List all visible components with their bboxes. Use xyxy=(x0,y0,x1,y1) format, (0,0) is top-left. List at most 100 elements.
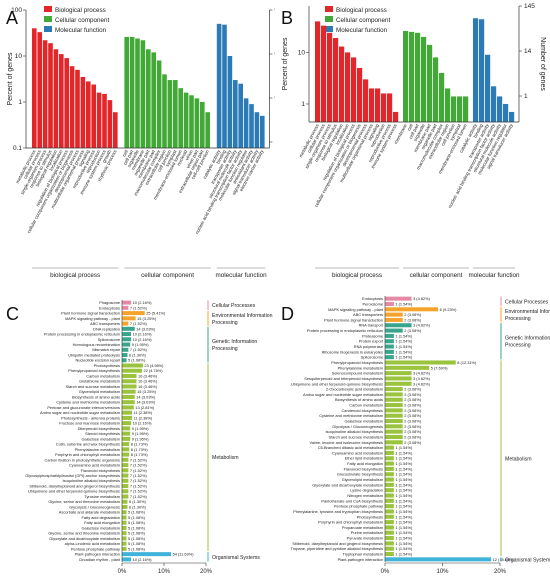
value-label: 7 (1.52%) xyxy=(130,457,148,462)
pathway-label: Ubiquinone and other terpenoid-quinone b… xyxy=(28,489,120,494)
bar-mf xyxy=(254,112,260,148)
value-label: 1 (1.54%) xyxy=(395,466,413,471)
value-label: 7 (1.52%) xyxy=(130,347,148,352)
pathway-label: Homologous recombination xyxy=(73,342,120,347)
value-label: 1 (1.54%) xyxy=(395,530,413,535)
pathway-label: Glyoxylate and dicarboxylate metabolism xyxy=(312,482,383,487)
pathway-label: Proteasome xyxy=(362,333,383,338)
pathway-label: Carbon fixation in photosynthetic organi… xyxy=(45,457,121,462)
kegg-bar xyxy=(385,440,403,445)
pathway-label: Spliceosome xyxy=(361,355,383,360)
bar-cc xyxy=(403,31,409,122)
pathway-label: Cyanoamino acid metabolism xyxy=(69,463,120,468)
bar-cc xyxy=(124,36,129,148)
pathway-label: Spliceosome xyxy=(98,337,120,342)
bar-cc xyxy=(445,88,451,122)
bar-cc xyxy=(162,74,167,148)
value-label: 15 (3.25%) xyxy=(137,316,157,321)
kegg-bar xyxy=(385,461,394,466)
kegg-bar xyxy=(122,342,131,347)
value-label: 9 (1.95%) xyxy=(132,431,150,436)
bar-cc xyxy=(427,44,433,122)
kegg-bar xyxy=(385,301,394,307)
pathway-label: Porphyrin and chlorophyll metabolism xyxy=(55,452,120,457)
category-label: Cellular Processes xyxy=(505,299,549,305)
pathway-label: Fructose and mannose metabolism xyxy=(59,421,120,426)
pathway-label: Nucleotide excision repair xyxy=(75,358,120,363)
value-label: 2 (3.08%) xyxy=(404,429,422,434)
category-label: cell xyxy=(406,123,414,131)
group-label: cellular component xyxy=(410,272,463,279)
value-label: 7 (1.52%) xyxy=(130,483,148,488)
bar-mf xyxy=(216,23,222,148)
go-chart-b: Biological process Cellular component Mole… xyxy=(282,3,546,279)
panel-b: Biological process Cellular component Mole… xyxy=(275,0,550,290)
value-label: 7 (1.52%) xyxy=(130,478,148,483)
value-label: 1 (1.54%) xyxy=(395,349,413,354)
pathway-label: Galactose metabolism xyxy=(345,419,384,424)
kegg-bar xyxy=(122,473,129,478)
bar-mf xyxy=(503,103,509,122)
kegg-bar xyxy=(122,415,132,420)
pathway-label: Biosynthesis of amino acids xyxy=(335,397,383,402)
value-label: 1 (1.54%) xyxy=(395,546,413,551)
kegg-bar xyxy=(122,400,135,405)
pathway-label: Endocytosis xyxy=(99,305,120,310)
value-label: 1 (1.54%) xyxy=(395,461,413,466)
pathway-label: Isoquinoline alkaloid biosynthesis xyxy=(325,429,383,434)
bar-bp xyxy=(321,25,327,123)
kegg-bar xyxy=(385,365,430,370)
bar-mf xyxy=(238,83,243,148)
kegg-bar xyxy=(385,355,394,360)
category-label: cell xyxy=(121,149,129,157)
value-label: 1 (1.54%) xyxy=(395,333,413,338)
value-label: 1 (1.54%) xyxy=(395,344,413,349)
bar-cc xyxy=(129,36,135,148)
pathway-label: Fatty acid degradation xyxy=(82,515,121,520)
legend-swatch-bp xyxy=(44,6,52,12)
bar-bp xyxy=(107,100,113,148)
pathway-label: Ubiquinone and other terpenoid-quinone b… xyxy=(291,381,383,386)
bar-bp xyxy=(96,92,102,148)
kegg-bar xyxy=(385,349,394,354)
bar-bp xyxy=(351,57,357,122)
x-tick-label: 20% xyxy=(494,569,507,575)
pathway-label: Cysteine and methionine metabolism xyxy=(319,413,383,418)
panel-d: Endocytosis 3 (4.62%) Peroxisome 1 (1.54%) C… xyxy=(275,290,550,581)
kegg-bar xyxy=(385,317,403,322)
bar-bp xyxy=(37,32,42,148)
category-label: Cellular Processes xyxy=(212,303,256,309)
bar-mf xyxy=(260,115,265,148)
legend-swatch-mf xyxy=(44,26,52,32)
right-axis-label: Number of genes xyxy=(539,37,546,91)
kegg-bar xyxy=(122,557,132,562)
kegg-bar xyxy=(122,300,132,305)
x-tick-label: 10% xyxy=(436,569,449,575)
panel-label-a: A xyxy=(6,8,19,28)
pathway-label: Glycolysis / Gluconeogenesis xyxy=(332,424,383,429)
value-label: 2 (3.08%) xyxy=(404,424,422,429)
bar-cc xyxy=(167,80,173,148)
kegg-bar xyxy=(385,339,394,344)
pathway-label: MAPK signaling pathway - plant xyxy=(328,307,384,312)
kegg-bar xyxy=(122,463,129,468)
bar-cc xyxy=(194,98,200,148)
pathway-label: MAPK signaling pathway - plant xyxy=(65,316,121,321)
left-tick-label: 10 xyxy=(298,49,306,56)
legend-label-bp: Biological process xyxy=(336,7,387,14)
kegg-bar xyxy=(122,431,131,436)
pathway-label: alpha-Linolenic acid metabolism xyxy=(65,541,120,546)
value-label: 7 (1.52%) xyxy=(130,321,148,326)
bar-bp xyxy=(64,58,69,148)
value-label: 5 (1.08%) xyxy=(128,546,146,551)
kegg-bar xyxy=(385,493,394,498)
pathway-label: Tyrosine metabolism xyxy=(84,494,120,499)
group-label: biological process xyxy=(332,272,382,279)
panel-c: Phagosome 10 (2.16%) Endocytosis 7 (1.52%) C… xyxy=(0,290,275,581)
pathway-label: Cysteine and methionine metabolism xyxy=(56,400,120,405)
kegg-bar xyxy=(122,373,137,378)
pathway-label: Starch and sucrose metabolism xyxy=(329,434,384,439)
value-label: 2 (3.08%) xyxy=(404,413,422,418)
value-label: 10 (2.16%) xyxy=(133,557,153,562)
pathway-label: Cutin, suberine and wax biosynthesis xyxy=(56,442,120,447)
